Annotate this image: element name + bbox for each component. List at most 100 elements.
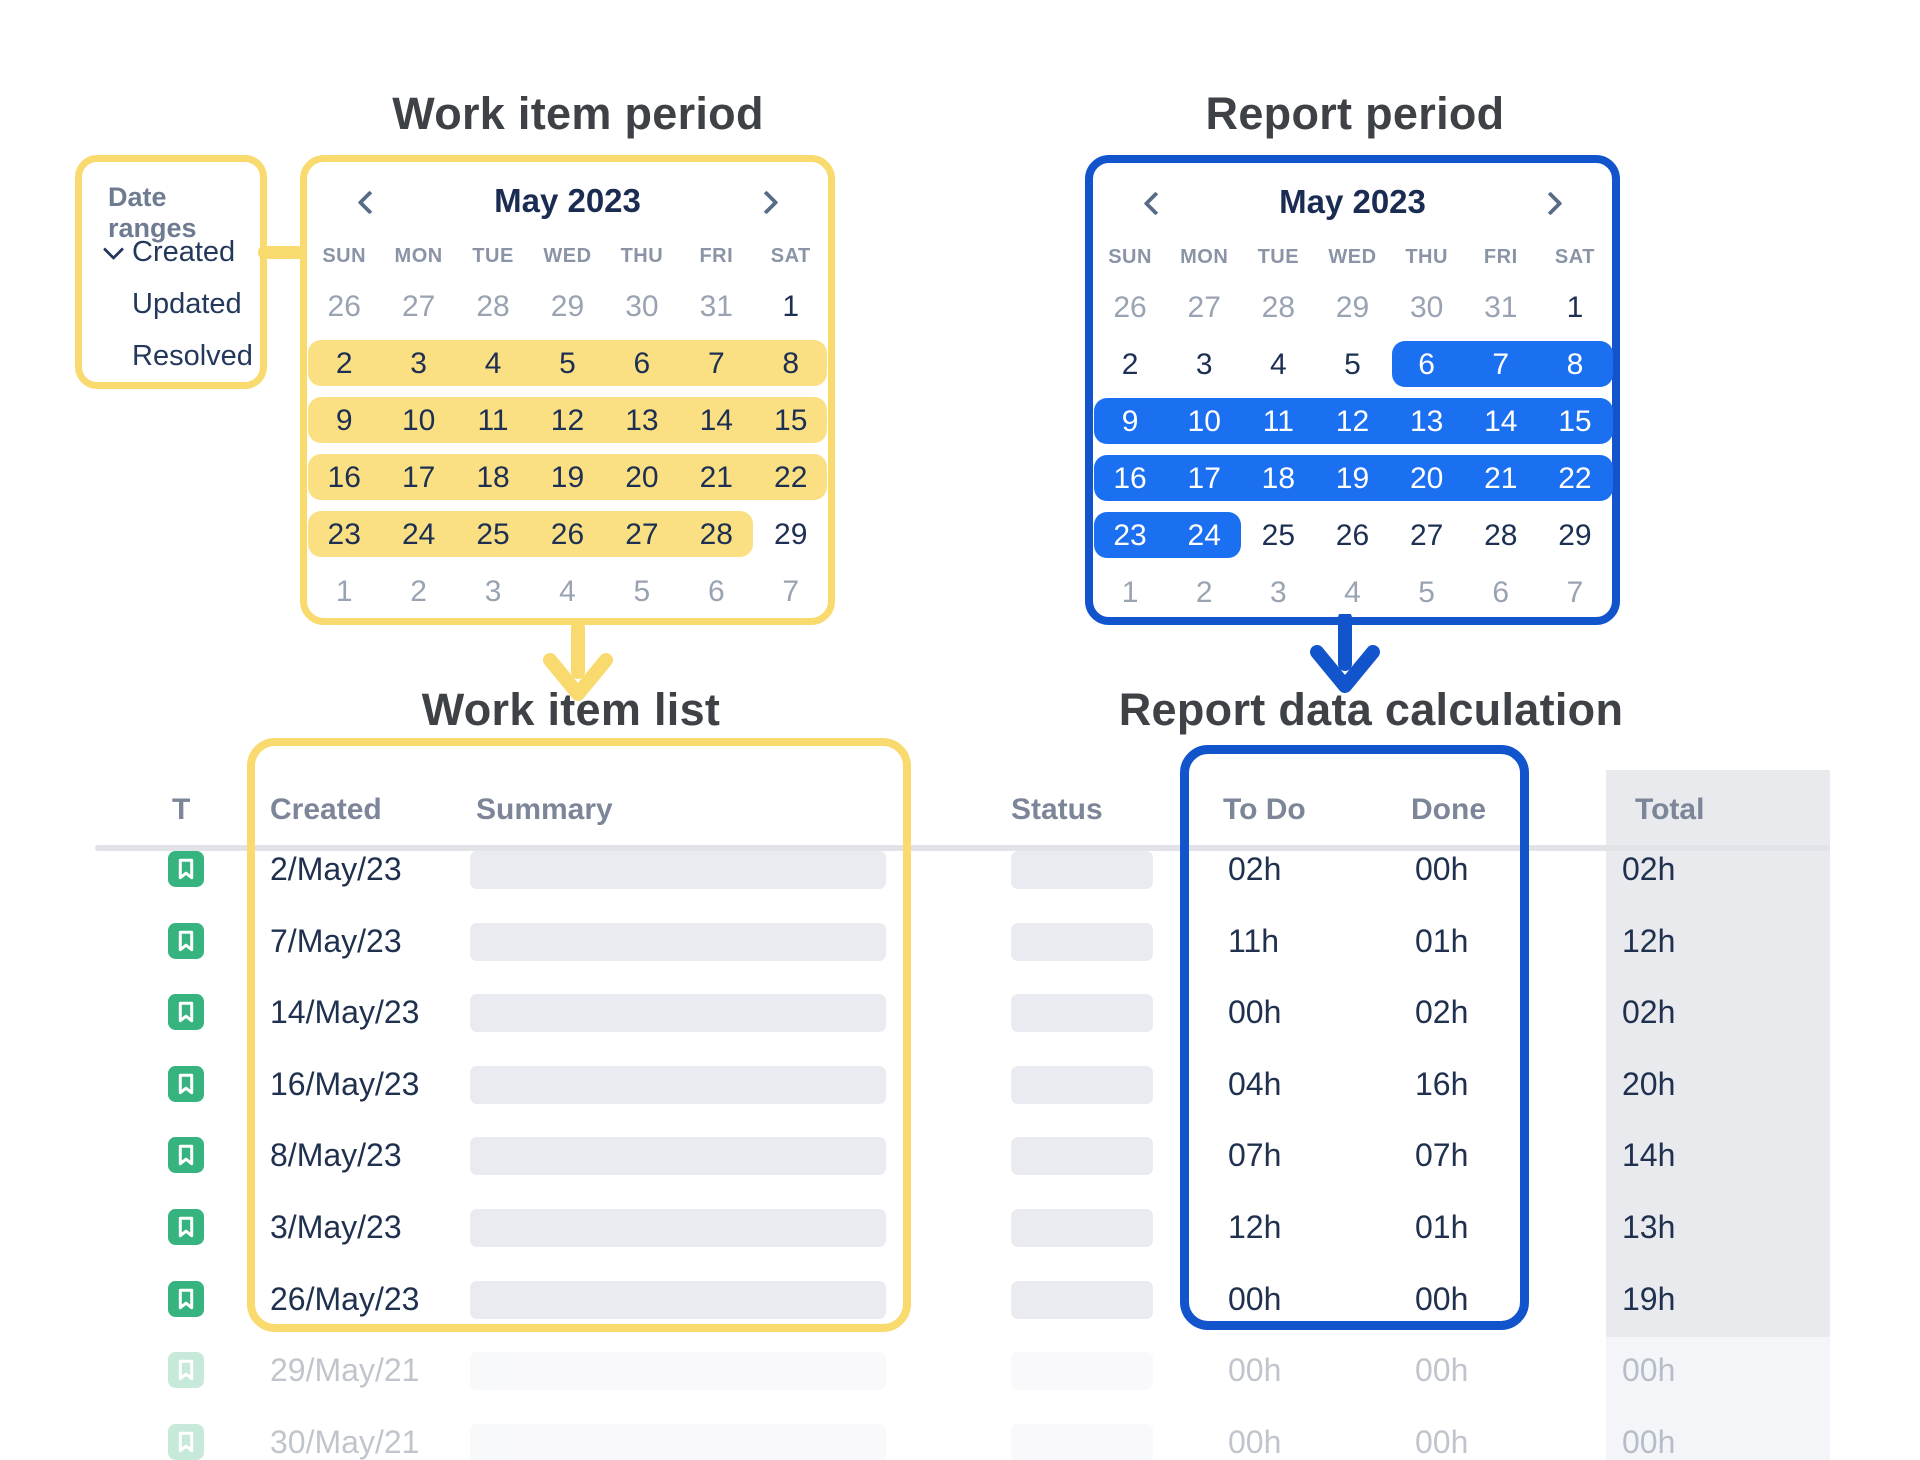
date-range-option-created[interactable]: Created bbox=[82, 226, 260, 278]
calendar-day[interactable]: 19 bbox=[550, 461, 585, 494]
calendar-day[interactable]: 31 bbox=[1484, 291, 1518, 324]
date-range-option-resolved[interactable]: Resolved bbox=[82, 330, 260, 382]
calendar-day[interactable]: 22 bbox=[1558, 462, 1592, 495]
calendar-day[interactable]: 26 bbox=[1335, 519, 1370, 552]
calendar-day[interactable]: 24 bbox=[1187, 519, 1221, 552]
calendar-day[interactable]: 6 bbox=[1492, 576, 1510, 609]
calendar-day[interactable]: 20 bbox=[625, 461, 659, 494]
calendar-next-button[interactable] bbox=[750, 186, 782, 218]
calendar-day-of-week: SAT bbox=[1554, 246, 1595, 268]
calendar-day[interactable]: 21 bbox=[1484, 462, 1518, 495]
calendar-day[interactable]: 28 bbox=[1484, 519, 1518, 552]
calendar-day[interactable]: 14 bbox=[1484, 405, 1518, 438]
calendar-day[interactable]: 31 bbox=[699, 290, 733, 323]
calendar-week-row: 1 2 3 4 5 6 7 bbox=[307, 563, 828, 620]
total-cell: 00h bbox=[1622, 1352, 1676, 1389]
calendar-day[interactable]: 13 bbox=[1409, 405, 1444, 438]
calendar-day[interactable]: 4 bbox=[1270, 348, 1287, 381]
calendar-day[interactable]: 14 bbox=[699, 404, 733, 437]
calendar-day[interactable]: 15 bbox=[774, 404, 808, 437]
calendar-day[interactable]: 30 bbox=[625, 290, 659, 323]
calendar-day[interactable]: 28 bbox=[699, 518, 733, 551]
calendar-day[interactable]: 11 bbox=[477, 404, 509, 437]
calendar-day[interactable]: 27 bbox=[1409, 519, 1444, 552]
calendar-next-button[interactable] bbox=[1534, 187, 1566, 219]
calendar-day[interactable]: 19 bbox=[1335, 462, 1370, 495]
calendar-day[interactable]: 3 bbox=[1270, 576, 1287, 609]
calendar-day[interactable]: 20 bbox=[1409, 462, 1444, 495]
calendar-day[interactable]: 23 bbox=[327, 518, 361, 551]
table-row[interactable]: 14/May/23 00h 02h 02h bbox=[0, 977, 1920, 1049]
calendar-day[interactable]: 18 bbox=[1261, 462, 1296, 495]
calendar-day[interactable]: 4 bbox=[484, 347, 502, 380]
todo-cell: 12h bbox=[1228, 1208, 1282, 1245]
calendar-day[interactable]: 3 bbox=[1195, 348, 1213, 381]
calendar-day[interactable]: 28 bbox=[1261, 291, 1296, 324]
calendar-day[interactable]: 8 bbox=[1566, 348, 1584, 381]
calendar-day[interactable]: 5 bbox=[559, 347, 576, 380]
calendar-day[interactable]: 29 bbox=[774, 518, 808, 551]
calendar-day[interactable]: 7 bbox=[1566, 576, 1584, 609]
calendar-day[interactable]: 30 bbox=[1409, 291, 1444, 324]
calendar-day[interactable]: 9 bbox=[335, 404, 353, 437]
calendar-day[interactable]: 26 bbox=[550, 518, 585, 551]
calendar-day[interactable]: 1 bbox=[335, 575, 353, 608]
calendar-day[interactable]: 8 bbox=[782, 347, 800, 380]
calendar-day[interactable]: 17 bbox=[401, 461, 436, 494]
calendar-day[interactable]: 27 bbox=[401, 290, 436, 323]
table-row[interactable]: 16/May/23 04h 16h 20h bbox=[0, 1049, 1920, 1121]
table-row[interactable]: 26/May/23 00h 00h 19h bbox=[0, 1264, 1920, 1336]
calendar-day[interactable]: 3 bbox=[410, 347, 427, 380]
calendar-day[interactable]: 2 bbox=[410, 575, 427, 608]
calendar-day[interactable]: 25 bbox=[1261, 519, 1296, 552]
calendar-day[interactable]: 6 bbox=[633, 347, 651, 380]
calendar-day[interactable]: 1 bbox=[1566, 291, 1584, 324]
calendar-day[interactable]: 17 bbox=[1187, 462, 1221, 495]
calendar-day[interactable]: 7 bbox=[1492, 348, 1510, 381]
calendar-day[interactable]: 21 bbox=[699, 461, 733, 494]
table-row[interactable]: 2/May/23 02h 00h 02h bbox=[0, 834, 1920, 906]
calendar-day[interactable]: 1 bbox=[1121, 576, 1139, 609]
calendar-day[interactable]: 26 bbox=[327, 290, 361, 323]
calendar-day[interactable]: 6 bbox=[707, 575, 725, 608]
calendar-day[interactable]: 27 bbox=[625, 518, 659, 551]
calendar-day[interactable]: 5 bbox=[633, 575, 651, 608]
calendar-day[interactable]: 2 bbox=[1195, 576, 1213, 609]
calendar-day[interactable]: 29 bbox=[1335, 291, 1370, 324]
calendar-day[interactable]: 12 bbox=[1335, 405, 1370, 438]
calendar-day[interactable]: 12 bbox=[550, 404, 585, 437]
calendar-day[interactable]: 9 bbox=[1121, 405, 1139, 438]
calendar-day[interactable]: 26 bbox=[1113, 291, 1147, 324]
calendar-day[interactable]: 5 bbox=[1344, 348, 1361, 381]
calendar-day[interactable]: 27 bbox=[1187, 291, 1221, 324]
calendar-day[interactable]: 10 bbox=[401, 404, 436, 437]
calendar-day[interactable]: 3 bbox=[484, 575, 502, 608]
calendar-day[interactable]: 23 bbox=[1113, 519, 1147, 552]
calendar-day[interactable]: 4 bbox=[1344, 576, 1361, 609]
date-range-option-updated[interactable]: Updated bbox=[82, 278, 260, 330]
calendar-day[interactable]: 16 bbox=[327, 461, 361, 494]
calendar-day[interactable]: 7 bbox=[707, 347, 725, 380]
calendar-day[interactable]: 4 bbox=[559, 575, 576, 608]
calendar-day[interactable]: 28 bbox=[476, 290, 510, 323]
calendar-day[interactable]: 22 bbox=[774, 461, 808, 494]
calendar-day[interactable]: 16 bbox=[1113, 462, 1147, 495]
calendar-day[interactable]: 24 bbox=[401, 518, 436, 551]
calendar-day[interactable]: 18 bbox=[476, 461, 510, 494]
calendar-day[interactable]: 2 bbox=[335, 347, 353, 380]
calendar-day[interactable]: 25 bbox=[476, 518, 510, 551]
calendar-day[interactable]: 2 bbox=[1121, 348, 1139, 381]
calendar-day[interactable]: 29 bbox=[1558, 519, 1592, 552]
table-row[interactable]: 7/May/23 11h 01h 12h bbox=[0, 906, 1920, 978]
calendar-day[interactable]: 11 bbox=[1262, 405, 1294, 438]
table-row[interactable]: 3/May/23 12h 01h 13h bbox=[0, 1192, 1920, 1264]
calendar-day[interactable]: 15 bbox=[1558, 405, 1592, 438]
calendar-day[interactable]: 6 bbox=[1418, 348, 1435, 381]
calendar-day[interactable]: 7 bbox=[782, 575, 800, 608]
calendar-day[interactable]: 10 bbox=[1187, 405, 1221, 438]
calendar-day[interactable]: 1 bbox=[782, 290, 800, 323]
calendar-day[interactable]: 29 bbox=[550, 290, 585, 323]
calendar-day[interactable]: 13 bbox=[625, 404, 659, 437]
calendar-day[interactable]: 5 bbox=[1418, 576, 1435, 609]
table-row[interactable]: 8/May/23 07h 07h 14h bbox=[0, 1120, 1920, 1192]
